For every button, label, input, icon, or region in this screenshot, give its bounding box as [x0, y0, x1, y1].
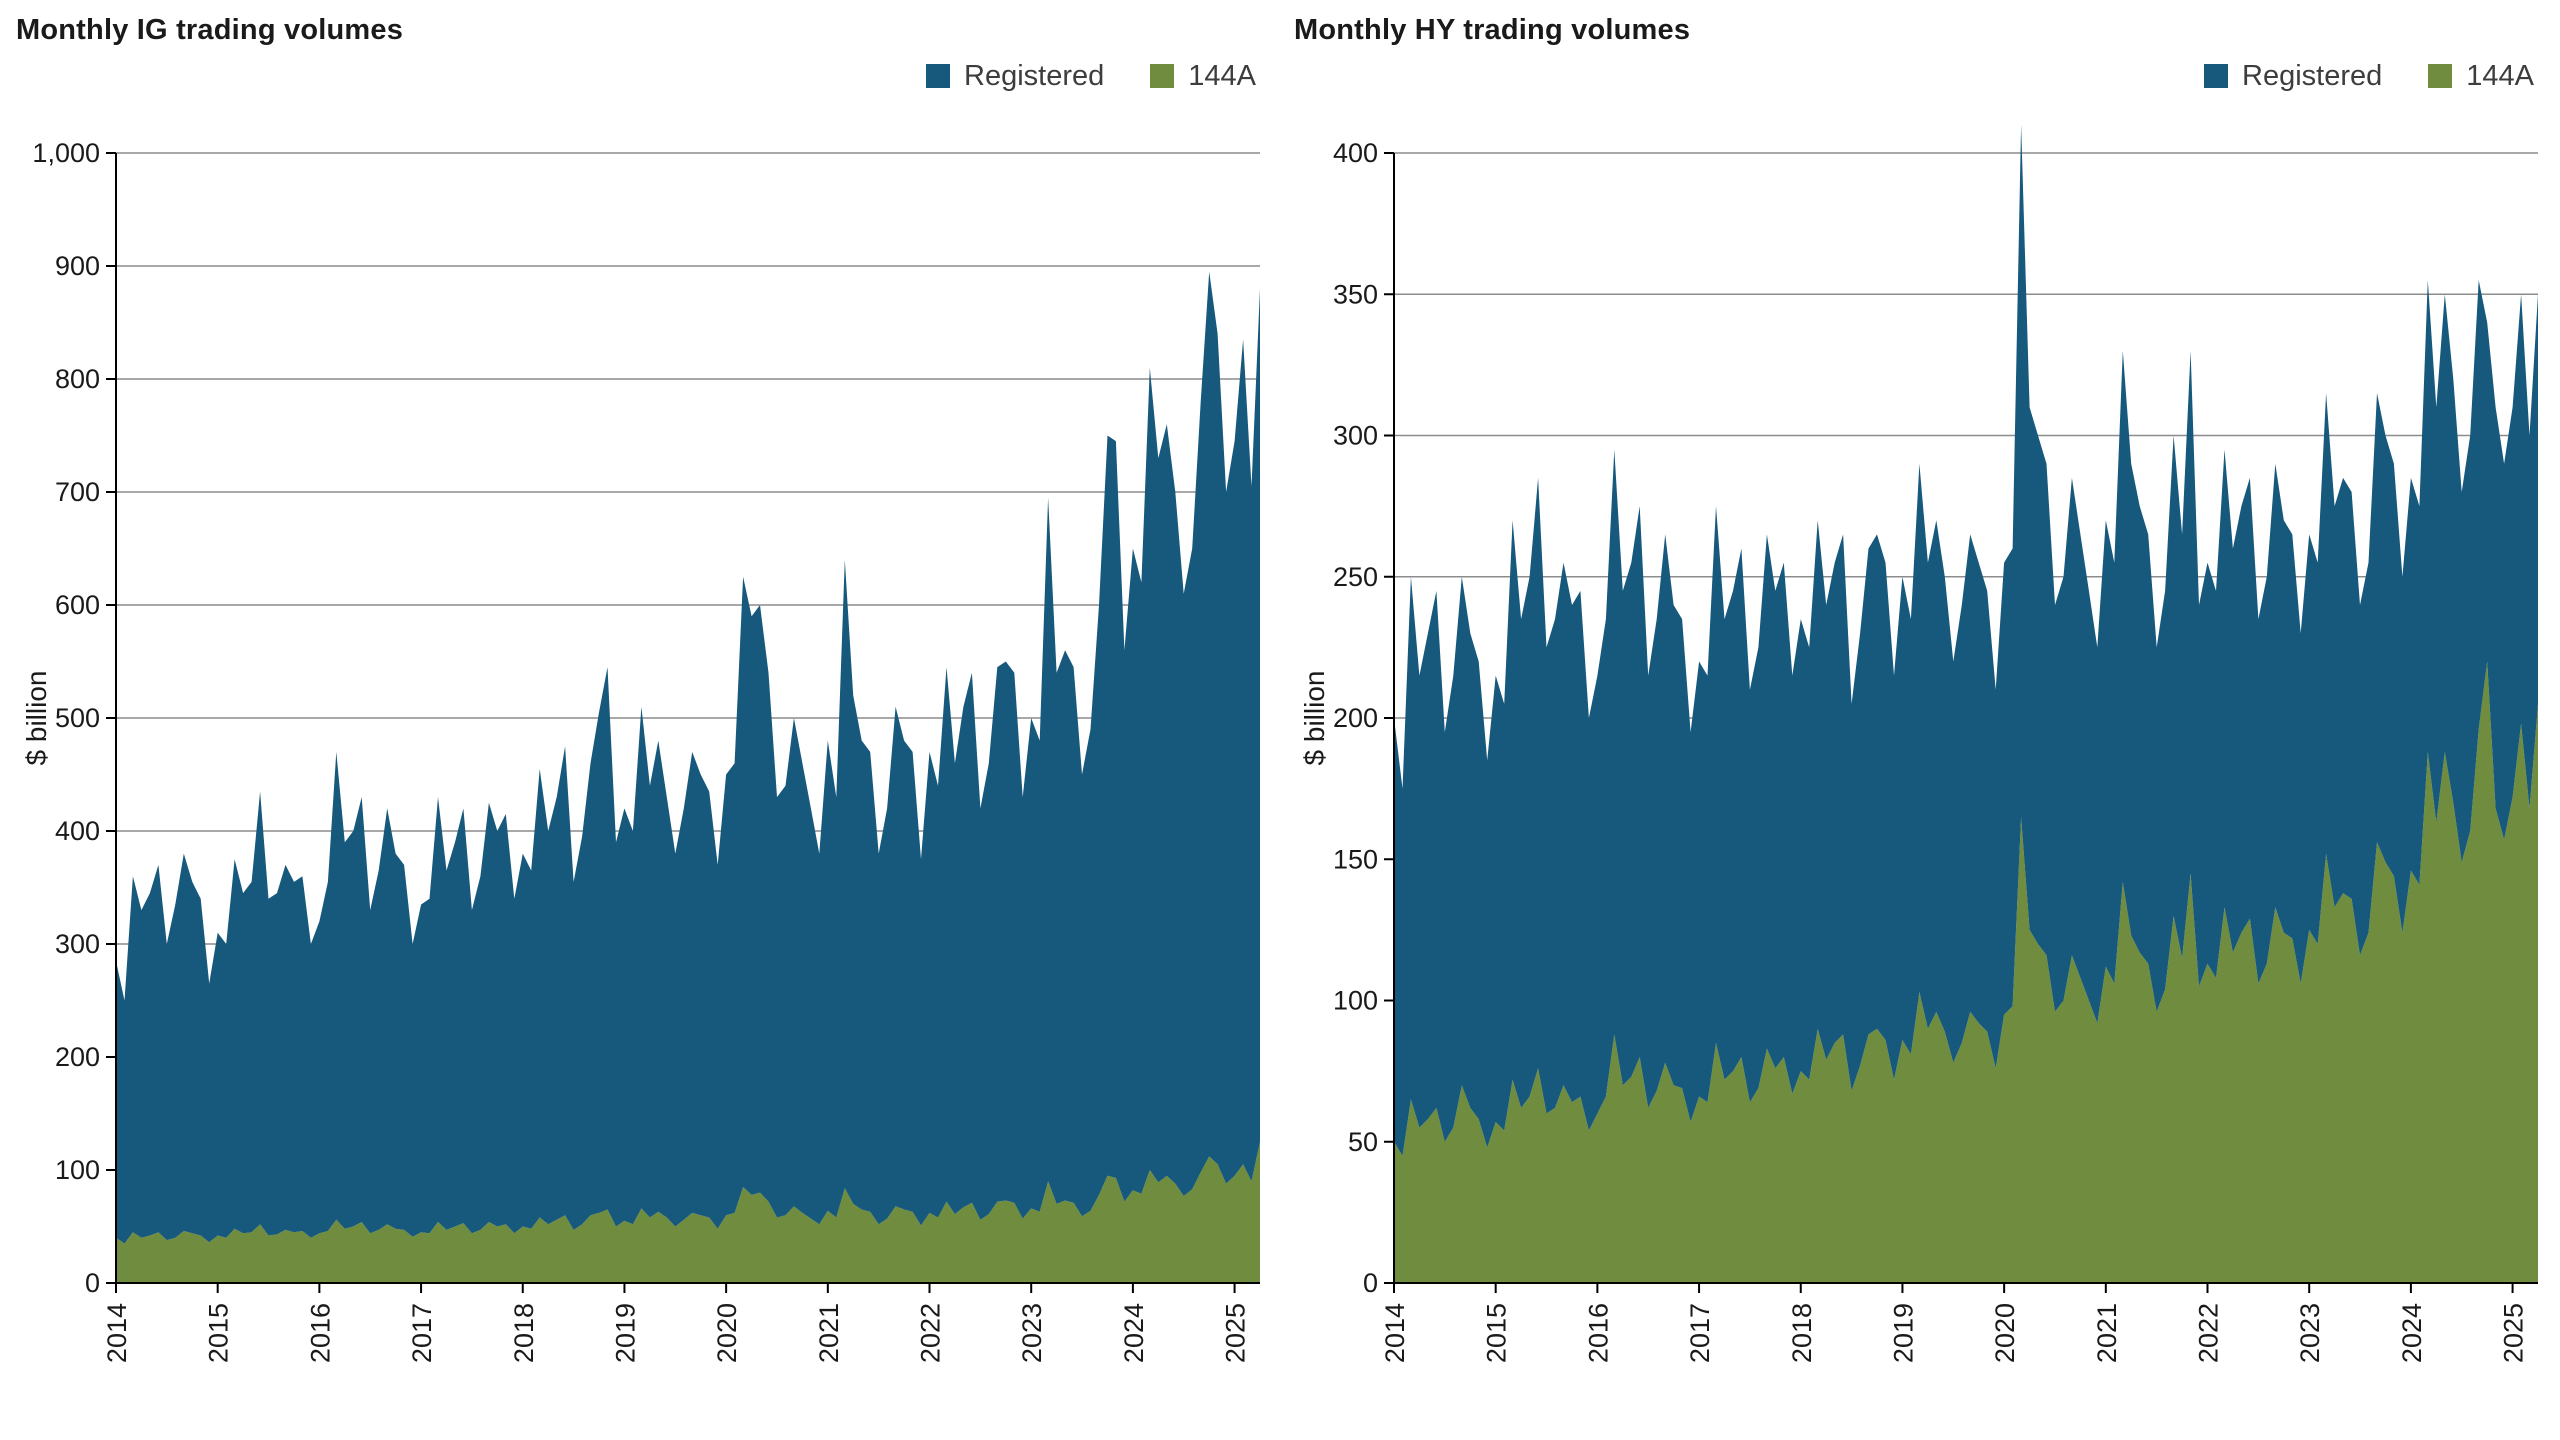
legend-item-144a: 144A	[2428, 60, 2534, 93]
x-tick-label: 2025	[2499, 1303, 2529, 1363]
y-tick-label: 0	[85, 1268, 100, 1298]
area-144a	[1394, 661, 2538, 1283]
figure: Monthly IG trading volumes Registered 14…	[16, 14, 2544, 1398]
y-tick-label: 200	[1333, 703, 1378, 733]
hy-chart-title: Monthly HY trading volumes	[1294, 14, 1691, 46]
axes: 2014 2015 2016 2017 2018 2019 2020 2021 2022 2023…	[102, 153, 1260, 1363]
x-tick-label: 2022	[916, 1303, 946, 1363]
area-registered	[116, 271, 1260, 1244]
ig-chart-title: Monthly IG trading volumes	[16, 14, 404, 46]
x-tick-label: 2016	[305, 1303, 335, 1363]
y-tick-label: 600	[55, 590, 100, 620]
axes: 2014 2015 2016 2017 2018 2019 2020 2021 2022 2023…	[1380, 153, 2538, 1363]
x-tick-label: 2020	[1990, 1303, 2020, 1363]
x-tick-label: 2015	[204, 1303, 234, 1363]
ig-legend: Registered 144A	[16, 54, 1266, 98]
axis-ticks-and-labels: 0 50 100 150 200 250 300 350 400	[1333, 138, 1394, 1298]
x-tick-label: 2022	[2194, 1303, 2224, 1363]
x-tick-label: 2018	[509, 1303, 539, 1363]
legend-label-registered: Registered	[964, 59, 1105, 92]
y-tick-label: 1,000	[32, 138, 100, 168]
x-tick-label: 2025	[1221, 1303, 1251, 1363]
legend-label-144a: 144A	[1188, 59, 1256, 92]
y-axis-label: $ billion	[21, 671, 52, 766]
x-tick-label: 2023	[1017, 1303, 1047, 1363]
area-144a	[116, 1141, 1260, 1283]
x-tick-label: 2024	[2397, 1303, 2427, 1363]
legend-label-144a: 144A	[2466, 59, 2534, 92]
y-tick-label: 100	[1333, 986, 1378, 1016]
x-tick-label: 2019	[610, 1303, 640, 1363]
y-tick-label: 0	[1363, 1268, 1378, 1298]
x-tick-label: 2018	[1787, 1303, 1817, 1363]
axis-ticks-and-labels: 0 100 200 300 400 500 600 700 800 900 1,000	[32, 138, 116, 1298]
legend-item-registered: Registered	[926, 60, 1104, 93]
legend-item-registered: Registered	[2204, 60, 2382, 93]
y-tick-label: 50	[1348, 1127, 1378, 1157]
y-tick-label: 100	[55, 1155, 100, 1185]
legend-swatch-144a	[1150, 64, 1175, 88]
x-tick-label: 2023	[2295, 1303, 2325, 1363]
hy-stacked-area-chart: 0 50 100 150 200 250 300 350 400 2014 2015 2016 2017…	[1299, 124, 2538, 1363]
x-tick-label: 2021	[814, 1303, 844, 1363]
area-registered	[1394, 124, 2538, 1156]
x-tick-label: 2015	[1482, 1303, 1512, 1363]
x-tick-label: 2014	[1380, 1303, 1410, 1363]
y-tick-label: 400	[1333, 138, 1378, 168]
y-tick-label: 700	[55, 477, 100, 507]
legend-item-144a: 144A	[1150, 60, 1256, 93]
y-tick-label: 300	[55, 929, 100, 959]
y-tick-label: 200	[55, 1042, 100, 1072]
legend-swatch-registered	[926, 64, 951, 88]
x-tick-label: 2024	[1119, 1303, 1149, 1363]
x-tick-label: 2016	[1583, 1303, 1613, 1363]
x-tick-label: 2017	[1685, 1303, 1715, 1363]
x-tick-label: 2021	[2092, 1303, 2122, 1363]
x-tick-label: 2014	[102, 1303, 132, 1363]
ig-chart-panel: Monthly IG trading volumes Registered 14…	[16, 14, 1266, 1398]
hy-legend: Registered 144A	[1294, 54, 2544, 98]
x-tick-label: 2020	[712, 1303, 742, 1363]
y-tick-label: 150	[1333, 844, 1378, 874]
y-tick-label: 250	[1333, 562, 1378, 592]
y-tick-label: 900	[55, 251, 100, 281]
y-tick-label: 500	[55, 703, 100, 733]
y-tick-label: 400	[55, 816, 100, 846]
legend-label-registered: Registered	[2242, 59, 2383, 92]
legend-swatch-144a	[2428, 64, 2453, 88]
x-tick-label: 2019	[1888, 1303, 1918, 1363]
y-tick-label: 350	[1333, 279, 1378, 309]
x-tick-label: 2017	[407, 1303, 437, 1363]
y-tick-label: 800	[55, 364, 100, 394]
y-tick-label: 300	[1333, 421, 1378, 451]
hy-chart-panel: Monthly HY trading volumes Registered 14…	[1294, 14, 2544, 1398]
legend-swatch-registered	[2204, 64, 2229, 88]
y-axis-label: $ billion	[1299, 671, 1330, 766]
